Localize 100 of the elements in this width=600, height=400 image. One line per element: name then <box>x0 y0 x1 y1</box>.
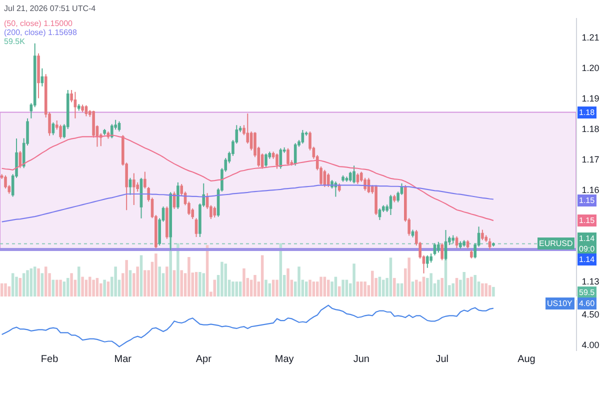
bar <box>382 280 385 296</box>
chart-title: Jul 21, 2026 07:51 UTC-4 <box>4 4 96 13</box>
candlestick <box>459 240 462 250</box>
bar <box>308 280 312 296</box>
bar <box>78 266 80 296</box>
bar <box>334 276 338 296</box>
bar <box>272 280 275 296</box>
bar <box>466 278 470 296</box>
bar <box>484 283 488 296</box>
bar <box>452 283 454 296</box>
bar <box>312 282 316 296</box>
candlestick <box>466 240 470 250</box>
x-tick-label: Jul <box>436 354 448 365</box>
y-tick-label: 1.19 <box>582 94 600 104</box>
candlestick <box>132 172 136 206</box>
y-tick-label: 1.21 <box>582 32 600 43</box>
text: (50, close) 1.15000 <box>4 19 74 28</box>
y-tick-label: 1.18 <box>582 124 600 134</box>
bar <box>11 273 14 296</box>
candlestick <box>342 174 344 182</box>
bar <box>342 280 344 296</box>
bar <box>44 266 48 296</box>
candlestick <box>276 152 278 170</box>
candlestick <box>452 234 454 244</box>
bar <box>37 268 40 296</box>
candlestick <box>194 218 198 238</box>
candlestick <box>128 177 132 196</box>
bar <box>106 282 110 296</box>
bar <box>238 282 242 296</box>
annotation: 1.15 <box>579 216 596 225</box>
bar <box>144 270 146 296</box>
candlestick <box>352 165 356 184</box>
legend-label: US10Y <box>547 299 574 308</box>
bar <box>481 283 484 296</box>
text: 59.5 <box>579 288 596 297</box>
bar <box>18 278 22 296</box>
x-tick-label: May <box>274 354 294 365</box>
bar <box>492 286 495 296</box>
bar <box>84 280 88 296</box>
bar <box>352 264 356 296</box>
candlestick <box>470 250 473 259</box>
candlestick <box>81 104 84 113</box>
bar <box>286 268 290 296</box>
bar <box>188 257 190 296</box>
candlestick <box>411 229 414 238</box>
bar <box>180 270 183 296</box>
bar <box>470 276 473 296</box>
bar <box>92 280 95 296</box>
bar <box>114 266 117 296</box>
bar <box>88 276 92 296</box>
candlestick <box>77 104 80 112</box>
bar <box>326 280 330 296</box>
candlestick <box>433 242 436 256</box>
bar <box>26 270 29 296</box>
bar <box>158 266 161 296</box>
bar <box>389 258 392 296</box>
bar <box>408 258 410 296</box>
bar <box>474 274 476 296</box>
candlestick <box>37 52 40 99</box>
line-series <box>1 304 494 348</box>
bar <box>22 273 26 296</box>
y-tick-label: 1.13 <box>582 276 600 287</box>
x-tick-label: Feb <box>40 354 59 365</box>
y-tick-label: 4.00 <box>582 340 600 350</box>
bar <box>323 276 326 296</box>
bar <box>224 264 228 296</box>
bar <box>198 272 202 296</box>
bar <box>0 283 4 296</box>
bar <box>268 283 272 296</box>
candlestick <box>264 152 268 168</box>
bar <box>371 270 374 296</box>
annotation: 1.15 <box>579 196 596 205</box>
y-tick-label: 1.20 <box>582 63 600 74</box>
bar <box>264 280 268 296</box>
bar <box>128 270 132 296</box>
candlestick <box>426 254 429 268</box>
candlestick <box>301 129 304 144</box>
bar <box>213 280 216 296</box>
bar <box>33 266 36 296</box>
bar <box>172 270 176 296</box>
bar <box>220 262 224 296</box>
bar <box>52 280 55 296</box>
bar <box>62 282 66 296</box>
bar <box>176 243 180 296</box>
bar <box>242 268 246 296</box>
candlestick <box>59 124 62 140</box>
bar <box>166 266 168 296</box>
candlestick <box>356 172 360 184</box>
candlestick <box>103 128 106 136</box>
candlestick <box>40 68 44 87</box>
x-tick-label: Mar <box>114 354 132 365</box>
bar <box>125 260 128 296</box>
bar <box>154 253 158 296</box>
candlestick <box>118 120 121 132</box>
bar <box>232 282 234 296</box>
bar <box>440 278 444 296</box>
bar <box>360 282 363 296</box>
y-tick-label: 1.17 <box>582 154 600 165</box>
text: 4.60 <box>579 299 596 308</box>
x-tick-label: Apr <box>196 354 212 365</box>
